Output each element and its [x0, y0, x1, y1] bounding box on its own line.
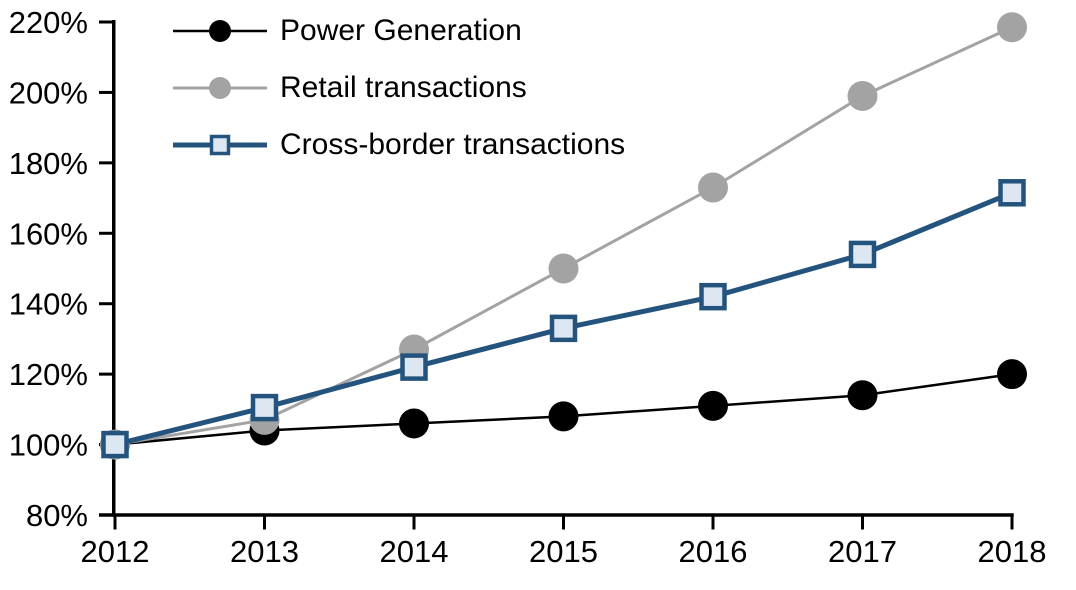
legend-entry-cross-border-transactions: Cross-border transactions	[170, 116, 625, 173]
data-point-power-generation	[399, 408, 429, 439]
legend-label: Cross-border transactions	[280, 127, 626, 161]
data-point-cross-border-transactions	[549, 314, 578, 343]
data-point-retail-transactions	[548, 253, 579, 284]
y-tick-label: 120%	[9, 357, 88, 392]
y-tick-label: 180%	[9, 146, 88, 181]
y-tick-label: 100%	[9, 428, 88, 463]
data-point-retail-transactions	[847, 80, 878, 111]
y-tick-label: 80%	[26, 498, 88, 533]
x-tick-label: 2018	[978, 534, 1047, 569]
data-point-cross-border-transactions	[101, 430, 129, 459]
legend-label: Power Generation	[280, 13, 522, 47]
y-tick-label: 140%	[9, 287, 88, 322]
x-tick-label: 2012	[81, 534, 150, 569]
data-point-cross-border-transactions	[250, 393, 279, 422]
legend-entry-retail-transactions: Retail transactions	[170, 59, 625, 116]
data-point-cross-border-transactions	[699, 282, 727, 311]
data-point-cross-border-transactions	[848, 240, 877, 269]
x-tick-label: 2013	[230, 534, 299, 569]
data-point-cross-border-transactions	[998, 179, 1026, 207]
y-tick-label: 220%	[9, 5, 88, 40]
legend: Power Generation Retail transactions Cro…	[170, 2, 625, 173]
data-point-cross-border-transactions	[400, 353, 428, 381]
y-tick-label: 200%	[9, 75, 88, 110]
y-tick-label: 160%	[9, 216, 88, 251]
x-tick-label: 2017	[828, 534, 897, 569]
data-point-power-generation	[847, 380, 878, 411]
legend-line-circle-icon	[173, 76, 267, 99]
x-tick-label: 2015	[529, 534, 598, 569]
legend-label: Retail transactions	[280, 70, 527, 104]
x-tick-label: 2014	[380, 534, 449, 569]
legend-line-circle-icon	[173, 19, 267, 42]
data-point-retail-transactions	[997, 12, 1027, 43]
data-point-retail-transactions	[698, 172, 728, 203]
data-point-power-generation	[997, 359, 1027, 390]
x-tick-label: 2016	[679, 534, 748, 569]
legend-entry-power-generation: Power Generation	[170, 2, 625, 59]
data-point-power-generation	[548, 401, 579, 432]
data-point-power-generation	[698, 390, 728, 421]
legend-line-square-icon	[173, 134, 267, 155]
